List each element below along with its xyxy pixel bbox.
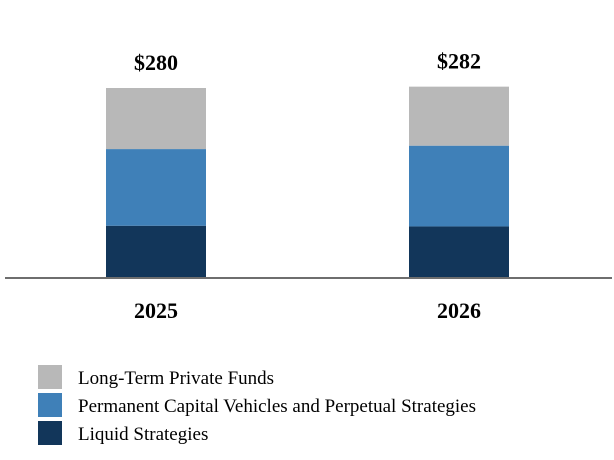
legend-swatch-0: [38, 365, 62, 389]
legend-label-0: Long-Term Private Funds: [78, 368, 274, 389]
legend-label-1: Permanent Capital Vehicles and Perpetual…: [78, 396, 476, 417]
bars-layer: [106, 86, 509, 278]
category-label-2025: 2025: [134, 298, 178, 323]
bar-2025-series-0: [106, 225, 206, 278]
total-label-2026: $282: [437, 49, 481, 74]
legend: Long-Term Private Funds Permanent Capital…: [38, 365, 476, 445]
category-label-2026: 2026: [437, 298, 481, 323]
labels-layer: $280 2025 $282 2026: [134, 49, 481, 323]
legend-swatch-1: [38, 393, 62, 417]
bar-2025-series-2: [106, 88, 206, 150]
bar-2026-series-1: [409, 145, 509, 227]
bar-2026-series-2: [409, 86, 509, 146]
bar-2025-series-1: [106, 149, 206, 226]
legend-label-2: Liquid Strategies: [78, 424, 208, 445]
total-label-2025: $280: [134, 50, 178, 75]
legend-swatch-2: [38, 421, 62, 445]
bar-2026-series-0: [409, 226, 509, 278]
